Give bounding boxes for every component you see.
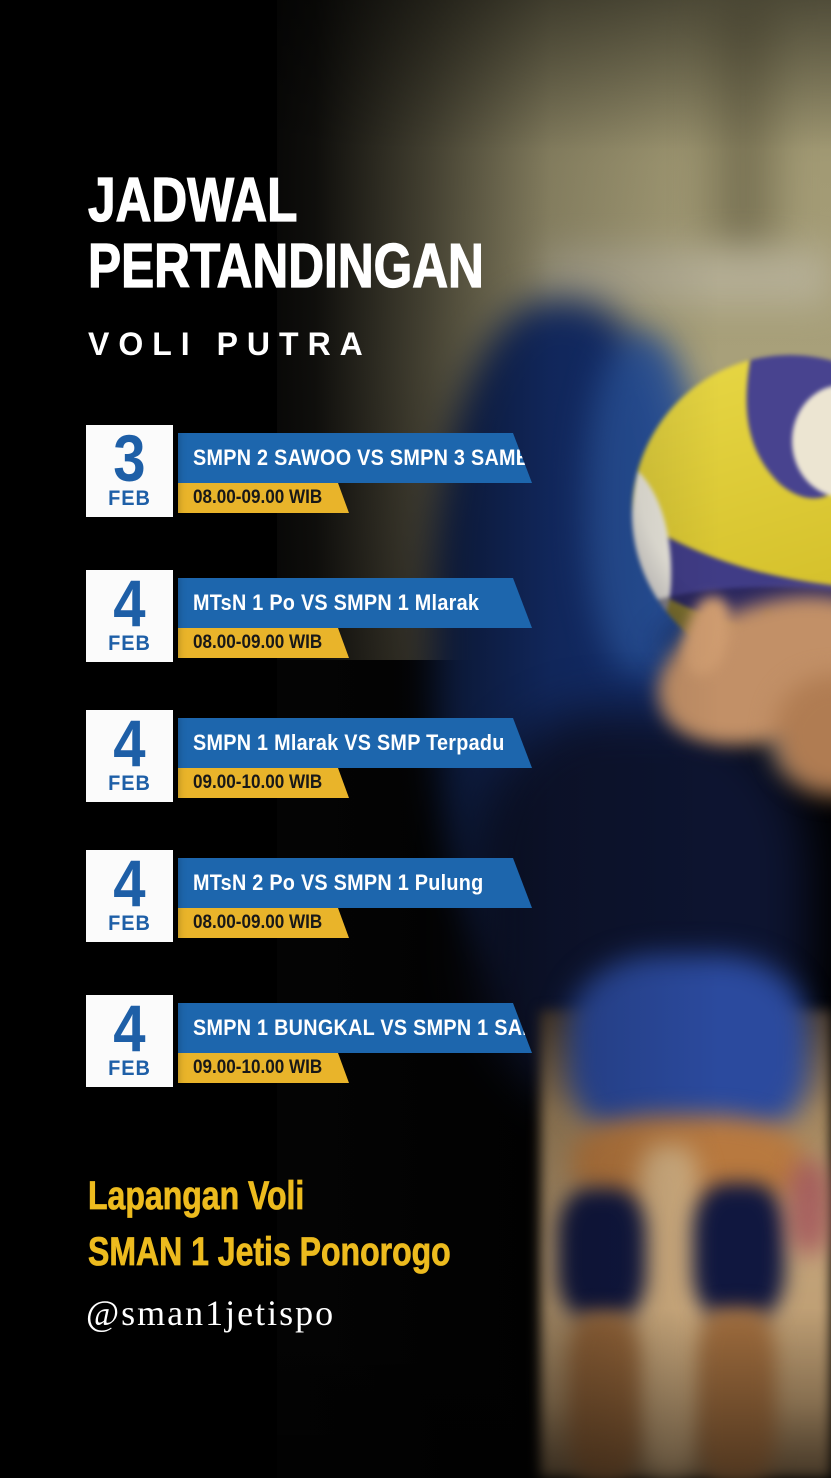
date-month: FEB bbox=[108, 1057, 151, 1080]
venue-block: Lapangan Voli SMAN 1 Jetis Ponorogo bbox=[88, 1168, 451, 1280]
match-banner: MTsN 2 Po VS SMPN 1 Pulung bbox=[178, 858, 532, 908]
photo-red-object bbox=[788, 1160, 830, 1255]
schedule-entry: SMPN 1 BUNGKAL VS SMPN 1 SAMBIT 09.00-10… bbox=[86, 995, 646, 1087]
match-banner: SMPN 2 SAWOO VS SMPN 3 SAMBIT bbox=[178, 433, 532, 483]
date-box: 4 FEB bbox=[86, 995, 173, 1087]
date-day: 4 bbox=[113, 566, 146, 640]
poster-subtitle: VOLI PUTRA bbox=[88, 326, 372, 362]
dark-overlay-top bbox=[250, 0, 831, 150]
schedule-entry: MTsN 1 Po VS SMPN 1 Mlarak 08.00-09.00 W… bbox=[86, 570, 646, 662]
match-banner: SMPN 1 Mlarak VS SMP Terpadu bbox=[178, 718, 532, 768]
title-line-1: JADWAL bbox=[87, 166, 298, 235]
match-label: SMPN 2 SAWOO VS SMPN 3 SAMBIT bbox=[193, 445, 549, 470]
date-day: 4 bbox=[113, 991, 146, 1065]
time-banner: 08.00-09.00 WIB bbox=[178, 908, 349, 938]
schedule-entry: MTsN 2 Po VS SMPN 1 Pulung 08.00-09.00 W… bbox=[86, 850, 646, 942]
photo-wall-shadow bbox=[712, 0, 774, 260]
time-label: 09.00-10.00 WIB bbox=[193, 1057, 323, 1078]
time-label: 08.00-09.00 WIB bbox=[193, 632, 323, 653]
title-line-2: PERTANDINGAN bbox=[87, 232, 484, 301]
time-banner: 09.00-10.00 WIB bbox=[178, 1053, 349, 1083]
match-banner: SMPN 1 BUNGKAL VS SMPN 1 SAMBIT bbox=[178, 1003, 532, 1053]
time-label: 09.00-10.00 WIB bbox=[193, 772, 323, 793]
date-box: 4 FEB bbox=[86, 850, 173, 942]
time-banner: 08.00-09.00 WIB bbox=[178, 628, 349, 658]
time-banner: 08.00-09.00 WIB bbox=[178, 483, 349, 513]
social-handle: @sman1jetispo bbox=[86, 1293, 336, 1333]
date-day: 4 bbox=[113, 706, 146, 780]
time-banner: 09.00-10.00 WIB bbox=[178, 768, 349, 798]
time-label: 08.00-09.00 WIB bbox=[193, 912, 323, 933]
date-month: FEB bbox=[108, 632, 151, 655]
date-box: 4 FEB bbox=[86, 570, 173, 662]
match-label: MTsN 2 Po VS SMPN 1 Pulung bbox=[193, 870, 484, 895]
poster-title: JADWAL PERTANDINGAN bbox=[87, 166, 484, 301]
time-label: 08.00-09.00 WIB bbox=[193, 487, 323, 508]
match-label: MTsN 1 Po VS SMPN 1 Mlarak bbox=[193, 590, 480, 615]
date-box: 4 FEB bbox=[86, 710, 173, 802]
match-label: SMPN 1 Mlarak VS SMP Terpadu bbox=[193, 730, 505, 755]
schedule-entry: SMPN 1 Mlarak VS SMP Terpadu 09.00-10.00… bbox=[86, 710, 646, 802]
date-month: FEB bbox=[108, 772, 151, 795]
venue-line-2: SMAN 1 Jetis Ponorogo bbox=[88, 1230, 451, 1275]
date-box: 3 FEB bbox=[86, 425, 173, 517]
date-month: FEB bbox=[108, 487, 151, 510]
date-month: FEB bbox=[108, 912, 151, 935]
date-day: 4 bbox=[113, 846, 146, 920]
schedule-entry: SMPN 2 SAWOO VS SMPN 3 SAMBIT 08.00-09.0… bbox=[86, 425, 646, 517]
venue-line-1: Lapangan Voli bbox=[88, 1174, 305, 1219]
match-label: SMPN 1 BUNGKAL VS SMPN 1 SAMBIT bbox=[193, 1015, 572, 1040]
match-banner: MTsN 1 Po VS SMPN 1 Mlarak bbox=[178, 578, 532, 628]
dark-overlay-bottom bbox=[250, 1308, 831, 1478]
date-day: 3 bbox=[113, 421, 146, 495]
